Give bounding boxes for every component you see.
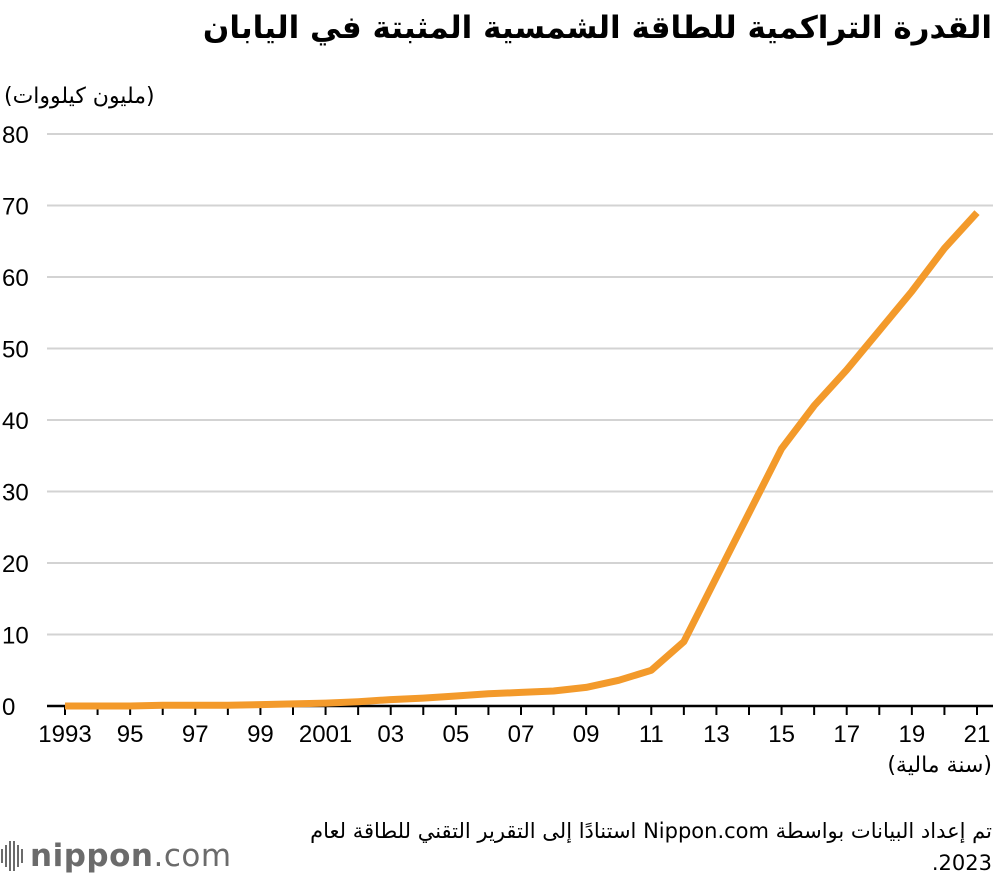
logo-name-light: com: [163, 838, 232, 874]
gridlines: [47, 133, 993, 636]
x-tick-label-07: 07: [508, 721, 535, 748]
y-tick-labels: 0 10 20 30 40 50 60 70 80: [2, 122, 29, 721]
x-tick-label-11: 11: [639, 721, 664, 748]
y-tick-label-50: 50: [2, 337, 29, 364]
y-tick-label-10: 10: [2, 623, 29, 650]
y-tick-label-20: 20: [2, 551, 29, 578]
logo-name-bold: nippon: [30, 838, 154, 874]
x-tick-label-17: 17: [833, 721, 860, 748]
x-tick-label-2001: 2001: [299, 721, 352, 748]
y-axis-unit-label: (مليون كيلووات): [4, 84, 155, 109]
x-tick-label-95: 95: [117, 721, 144, 748]
nippon-logo: nippon.com: [0, 838, 232, 874]
logo-dot: .: [153, 838, 164, 874]
x-tick-labels: 1993 95 97 99 2001 03 05 07 09 11 13 15 17 19 21: [38, 721, 990, 748]
x-tick-label-1993: 1993: [38, 721, 91, 748]
x-tick-label-09: 09: [573, 721, 600, 748]
x-tick-label-05: 05: [443, 721, 470, 748]
y-tick-label-30: 30: [2, 480, 29, 507]
x-tick-label-21: 21: [964, 721, 991, 748]
x-tick-label-19: 19: [899, 721, 926, 748]
x-tick-label-15: 15: [768, 721, 795, 748]
logo-text: nippon.com: [30, 838, 232, 874]
series-layer: [64, 210, 980, 710]
logo-mark-icon: [1, 841, 23, 871]
y-tick-label-70: 70: [2, 194, 29, 221]
source-note: تم إعداد البيانات بواسطة Nippon.com استن…: [310, 819, 992, 875]
x-tick-label-03: 03: [377, 721, 404, 748]
chart-title: القدرة التراكمية للطاقة الشمسية المثبتة …: [202, 10, 992, 46]
y-tick-label-40: 40: [2, 408, 29, 435]
y-tick-label-0: 0: [2, 694, 15, 721]
series-line-0: [65, 210, 980, 710]
x-tick-label-97: 97: [182, 721, 209, 748]
x-tick-label-13: 13: [703, 721, 730, 748]
y-tick-label-80: 80: [2, 122, 29, 149]
y-tick-label-60: 60: [2, 265, 29, 292]
x-tick-label-99: 99: [247, 721, 274, 748]
x-axis-unit-label: (سنة مالية): [887, 753, 992, 778]
